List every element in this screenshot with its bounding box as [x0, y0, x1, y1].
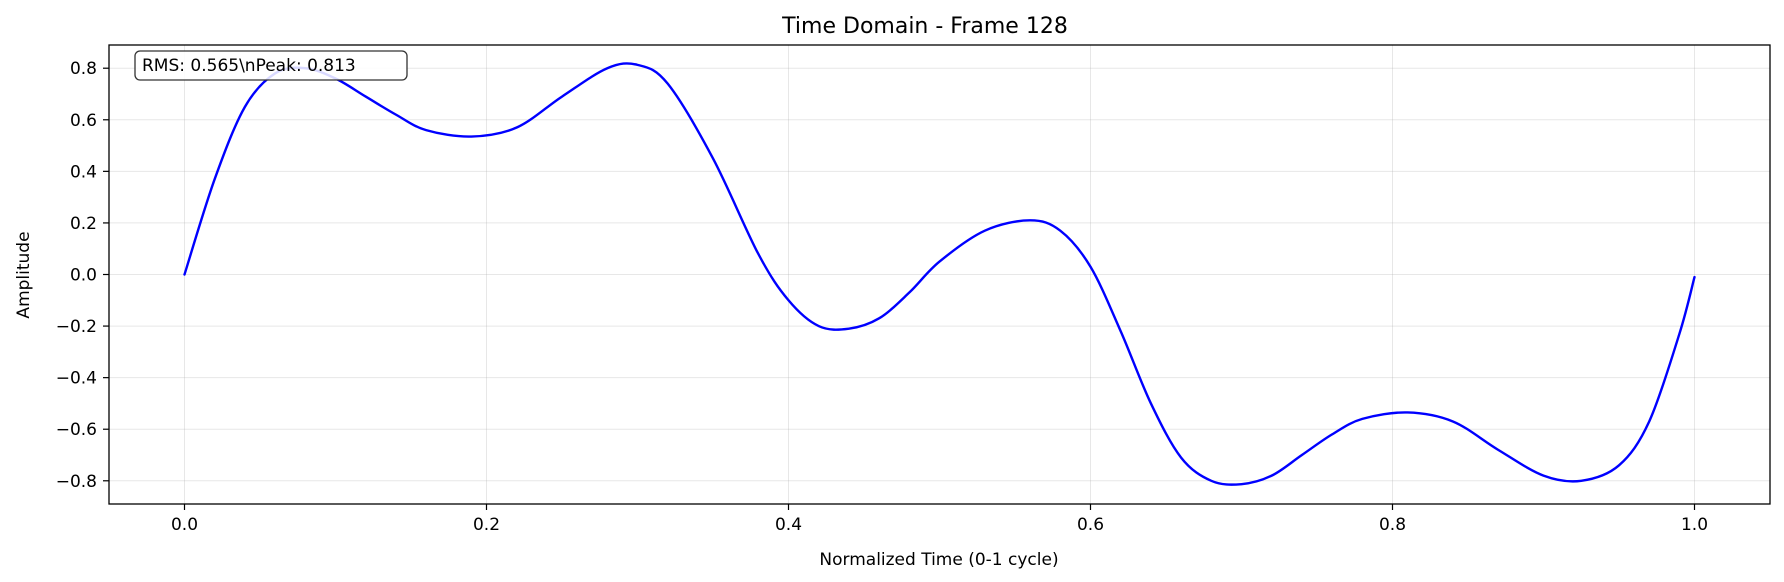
grid — [109, 45, 1770, 504]
x-tick-label: 1.0 — [1681, 515, 1708, 535]
x-tick-label: 0.8 — [1379, 515, 1406, 535]
y-tick-label: −0.6 — [56, 420, 97, 440]
x-tick-label: 0.0 — [171, 515, 198, 535]
y-tick-label: 0.8 — [70, 59, 97, 79]
x-axis-label: Normalized Time (0-1 cycle) — [819, 550, 1058, 570]
x-tick-label: 0.6 — [1077, 515, 1104, 535]
series-line — [183, 62, 1696, 486]
y-tick-label: 0.0 — [70, 266, 97, 286]
y-tick-label: −0.2 — [56, 317, 97, 337]
x-axis-ticks: 0.0 0.2 0.4 0.6 0.8 1.0 — [171, 504, 1708, 535]
annotation-text: RMS: 0.565\nPeak: 0.813 — [142, 56, 356, 76]
x-tick-label: 0.2 — [473, 515, 500, 535]
y-tick-label: 0.2 — [70, 214, 97, 234]
y-tick-label: 0.4 — [70, 162, 97, 182]
y-tick-label: 0.6 — [70, 111, 97, 131]
annotation-box: RMS: 0.565\nPeak: 0.813 — [134, 50, 408, 81]
y-axis-ticks: 0.8 0.6 0.4 0.2 0.0 −0.2 −0.4 −0.6 −0.8 — [56, 59, 109, 492]
x-tick-label: 0.4 — [775, 515, 802, 535]
y-axis-label: Amplitude — [14, 231, 34, 318]
plot-frame — [108, 44, 1771, 505]
chart-title: Time Domain - Frame 128 — [781, 14, 1068, 39]
y-tick-label: −0.8 — [56, 472, 97, 492]
y-tick-label: −0.4 — [56, 369, 97, 389]
